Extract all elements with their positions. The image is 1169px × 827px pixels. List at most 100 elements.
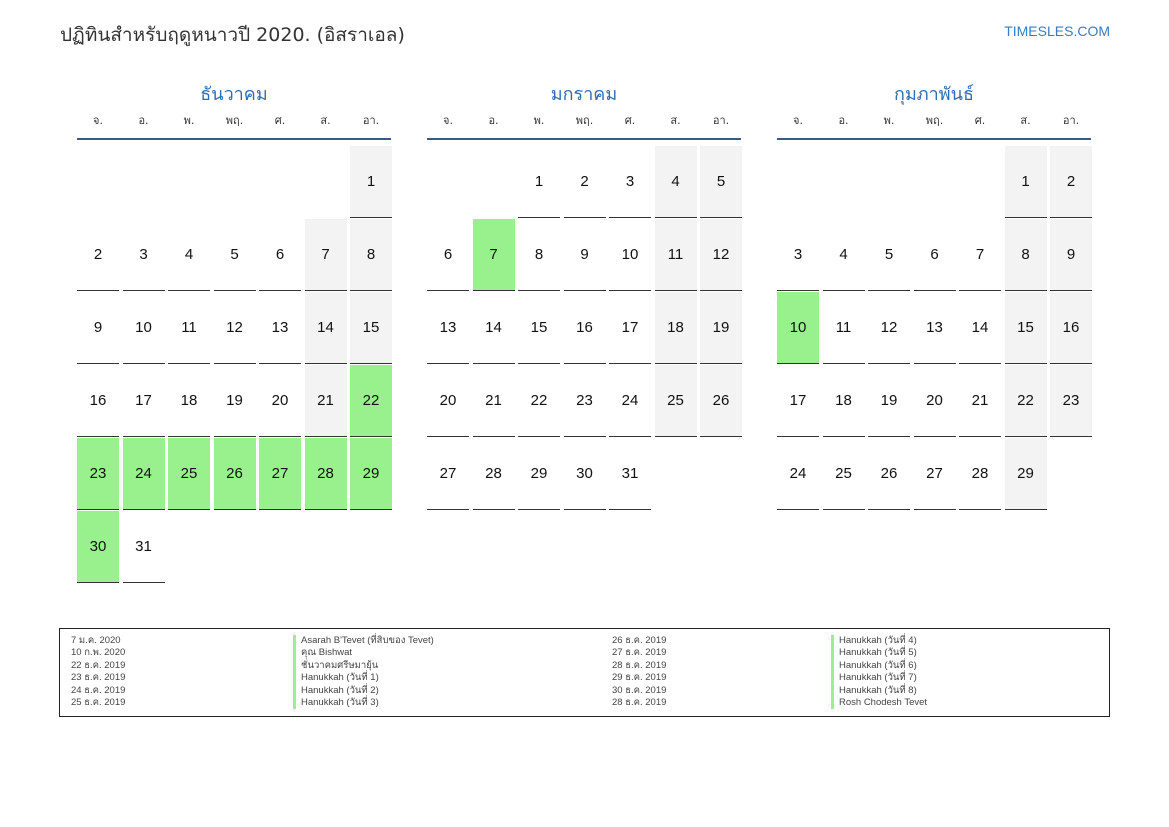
day-cell[interactable]: 25 bbox=[654, 364, 697, 437]
site-link[interactable]: TIMESLES.COM bbox=[1004, 23, 1110, 39]
day-cell[interactable]: 25 bbox=[822, 438, 865, 510]
day-cell[interactable]: 25 bbox=[168, 437, 210, 510]
day-cell[interactable]: 23 bbox=[563, 365, 606, 437]
day-cell[interactable]: 13 bbox=[427, 292, 469, 364]
day-cell[interactable]: 26 bbox=[700, 364, 742, 437]
day-cell[interactable]: 3 bbox=[609, 146, 651, 218]
day-cell[interactable]: 11 bbox=[822, 292, 865, 364]
day-cell[interactable]: 7 bbox=[304, 218, 347, 291]
legend-date: 25 ธ.ค. 2019 bbox=[71, 696, 126, 708]
day-grid: 1 2 3 4 5 6 7 8 9 10 11 12 13 14 15 16 17 18 19 20 21 22 23 24 2… bbox=[777, 146, 1092, 586]
weekday-header: จ. อ. พ. พฤ. ศ. ส. อา. bbox=[77, 114, 391, 140]
day-cell[interactable]: 4 bbox=[822, 219, 865, 291]
day-cell[interactable]: 27 bbox=[259, 437, 301, 510]
day-cell[interactable]: 26 bbox=[213, 437, 256, 510]
day-cell[interactable]: 18 bbox=[822, 365, 865, 437]
day-cell[interactable]: 8 bbox=[350, 218, 392, 291]
day-cell[interactable]: 16 bbox=[1050, 291, 1092, 364]
legend-holiday-name: Hanukkah (วันที่ 6) bbox=[831, 659, 927, 673]
day-cell[interactable]: 27 bbox=[913, 438, 956, 510]
day-cell[interactable]: 3 bbox=[777, 219, 819, 291]
day-cell[interactable]: 30 bbox=[77, 510, 119, 583]
day-cell[interactable]: 12 bbox=[700, 218, 742, 291]
day-cell[interactable]: 2 bbox=[563, 146, 606, 218]
day-cell[interactable]: 23 bbox=[77, 437, 119, 510]
day-cell[interactable]: 31 bbox=[122, 511, 165, 583]
day-cell[interactable]: 10 bbox=[609, 219, 651, 291]
day-cell[interactable]: 1 bbox=[518, 146, 560, 218]
day-cell[interactable]: 9 bbox=[77, 292, 119, 364]
day-cell[interactable]: 2 bbox=[1050, 146, 1092, 218]
day-cell[interactable]: 8 bbox=[1004, 218, 1047, 291]
day-cell[interactable]: 30 bbox=[563, 438, 606, 510]
day-cell[interactable]: 14 bbox=[959, 292, 1001, 364]
day-cell[interactable]: 24 bbox=[122, 437, 165, 510]
day-cell[interactable]: 9 bbox=[1050, 218, 1092, 291]
legend-date: 23 ธ.ค. 2019 bbox=[71, 672, 126, 684]
day-cell[interactable]: 28 bbox=[472, 438, 515, 510]
day-cell[interactable]: 26 bbox=[868, 438, 910, 510]
day-cell[interactable]: 29 bbox=[1004, 437, 1047, 510]
day-cell[interactable]: 6 bbox=[259, 219, 301, 291]
day-cell[interactable]: 12 bbox=[213, 292, 256, 364]
day-cell[interactable]: 17 bbox=[777, 365, 819, 437]
day-cell[interactable]: 17 bbox=[122, 365, 165, 437]
day-cell[interactable]: 20 bbox=[913, 365, 956, 437]
day-cell[interactable]: 20 bbox=[427, 365, 469, 437]
day-cell[interactable]: 10 bbox=[777, 291, 819, 364]
day-cell[interactable]: 19 bbox=[868, 365, 910, 437]
day-cell[interactable]: 13 bbox=[913, 292, 956, 364]
day-cell[interactable]: 27 bbox=[427, 438, 469, 510]
day-cell[interactable]: 7 bbox=[959, 219, 1001, 291]
day-cell[interactable]: 14 bbox=[472, 292, 515, 364]
day-cell[interactable]: 9 bbox=[563, 219, 606, 291]
day-cell[interactable]: 21 bbox=[304, 364, 347, 437]
day-cell[interactable]: 19 bbox=[700, 291, 742, 364]
day-cell[interactable]: 3 bbox=[122, 219, 165, 291]
day-cell[interactable]: 23 bbox=[1050, 364, 1092, 437]
day-cell[interactable]: 28 bbox=[959, 438, 1001, 510]
day-cell[interactable]: 7 bbox=[472, 218, 515, 291]
day-cell[interactable]: 5 bbox=[868, 219, 910, 291]
day-cell[interactable]: 15 bbox=[518, 292, 560, 364]
day-cell[interactable]: 14 bbox=[304, 291, 347, 364]
day-cell[interactable]: 20 bbox=[259, 365, 301, 437]
day-cell[interactable]: 5 bbox=[700, 146, 742, 218]
day-grid: 1 2 3 4 5 6 7 8 9 10 11 12 13 14 15 16 17 18 19 20 21 22 23 24 2… bbox=[77, 146, 392, 586]
day-cell[interactable]: 6 bbox=[913, 219, 956, 291]
day-cell[interactable]: 6 bbox=[427, 219, 469, 291]
weekday-label: พฤ. bbox=[925, 114, 944, 127]
day-cell[interactable]: 21 bbox=[472, 365, 515, 437]
day-cell[interactable]: 10 bbox=[122, 292, 165, 364]
day-cell[interactable]: 1 bbox=[350, 146, 392, 218]
day-cell[interactable]: 2 bbox=[77, 219, 119, 291]
day-cell[interactable]: 16 bbox=[77, 365, 119, 437]
day-cell[interactable]: 19 bbox=[213, 365, 256, 437]
day-cell[interactable]: 21 bbox=[959, 365, 1001, 437]
day-cell[interactable]: 4 bbox=[654, 146, 697, 218]
day-cell[interactable]: 15 bbox=[350, 291, 392, 364]
day-cell[interactable]: 13 bbox=[259, 292, 301, 364]
day-cell[interactable]: 18 bbox=[168, 365, 210, 437]
day-cell[interactable]: 15 bbox=[1004, 291, 1047, 364]
day-cell[interactable]: 29 bbox=[518, 438, 560, 510]
day-cell[interactable]: 11 bbox=[654, 218, 697, 291]
weekday-label: อา. bbox=[362, 114, 380, 127]
day-cell[interactable]: 24 bbox=[609, 365, 651, 437]
day-cell[interactable]: 18 bbox=[654, 291, 697, 364]
day-cell[interactable]: 24 bbox=[777, 438, 819, 510]
day-cell[interactable]: 17 bbox=[609, 292, 651, 364]
day-cell[interactable]: 22 bbox=[1004, 364, 1047, 437]
day-cell[interactable]: 5 bbox=[213, 219, 256, 291]
day-cell[interactable]: 8 bbox=[518, 219, 560, 291]
day-cell[interactable]: 29 bbox=[350, 437, 392, 510]
day-cell[interactable]: 12 bbox=[868, 292, 910, 364]
day-cell[interactable]: 22 bbox=[518, 365, 560, 437]
day-cell[interactable]: 22 bbox=[350, 364, 392, 437]
day-cell[interactable]: 11 bbox=[168, 292, 210, 364]
day-cell[interactable]: 4 bbox=[168, 219, 210, 291]
day-cell[interactable]: 1 bbox=[1004, 146, 1047, 218]
day-cell[interactable]: 16 bbox=[563, 292, 606, 364]
day-cell[interactable]: 31 bbox=[609, 438, 651, 510]
day-cell[interactable]: 28 bbox=[304, 437, 347, 510]
